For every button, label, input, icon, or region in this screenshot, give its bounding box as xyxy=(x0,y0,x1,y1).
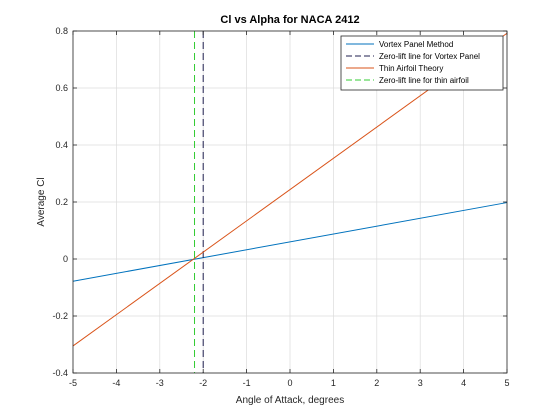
x-tick-label: -2 xyxy=(199,378,207,388)
x-tick-label: 1 xyxy=(331,378,336,388)
x-tick-label: 4 xyxy=(461,378,466,388)
x-tick-label: 2 xyxy=(374,378,379,388)
ticks: -5 -4 -3 -2 -1 0 1 2 3 4 5 -0.4 -0.2 0 0.2 0.4 0.6 0.8 xyxy=(52,26,509,388)
x-tick-label: -1 xyxy=(243,378,251,388)
series-0-line xyxy=(72,202,508,282)
y-tick-label: 0.8 xyxy=(55,26,68,36)
y-tick-label: 0 xyxy=(63,254,68,264)
legend-entry: Thin Airfoil Theory xyxy=(379,64,443,73)
x-tick-label: 3 xyxy=(418,378,423,388)
x-tick-label: 5 xyxy=(504,378,509,388)
x-tick-label: -3 xyxy=(156,378,164,388)
y-tick-label: 0.6 xyxy=(55,83,68,93)
chart-title: Cl vs Alpha for NACA 2412 xyxy=(220,14,359,26)
x-tick-label: 0 xyxy=(287,378,292,388)
y-axis-label: Average Cl xyxy=(36,177,47,226)
legend-entry: Zero-lift line for Vortex Panel xyxy=(379,52,480,61)
y-tick-label: 0.2 xyxy=(55,197,68,207)
x-axis-label: Angle of Attack, degrees xyxy=(236,395,344,406)
legend-box xyxy=(340,35,504,91)
legend: Vortex Panel Method Zero-lift line for Vo… xyxy=(340,35,504,91)
y-tick-label: -0.4 xyxy=(52,368,68,378)
legend-entry: Zero-lift line for thin airfoil xyxy=(379,76,469,85)
x-tick-label: -5 xyxy=(69,378,77,388)
y-tick-label: -0.2 xyxy=(52,311,68,321)
y-tick-label: 0.4 xyxy=(55,140,68,150)
x-tick-label: -4 xyxy=(112,378,120,388)
legend-entry: Vortex Panel Method xyxy=(379,40,453,49)
